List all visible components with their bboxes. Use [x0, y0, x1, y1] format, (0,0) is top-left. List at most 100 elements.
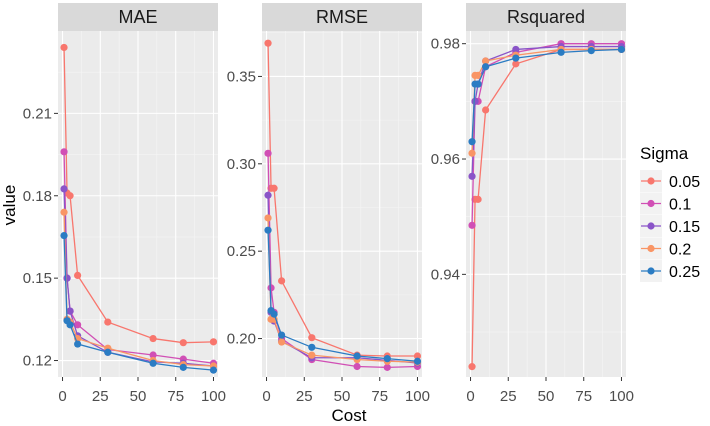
legend-item-0.15: 0.15 [640, 215, 700, 237]
data-point-0.05 [149, 334, 157, 343]
data-point-0.2 [308, 351, 316, 359]
legend-item-0.1: 0.1 [640, 192, 691, 215]
data-point-0.05 [468, 363, 476, 371]
x-tick-label: 25 [296, 388, 313, 405]
y-tick-label: 0.98 [431, 36, 460, 53]
data-point-0.25 [278, 331, 286, 339]
x-tick-label: 0 [58, 388, 66, 405]
data-point-0.05 [413, 352, 422, 360]
x-tick-label: 75 [575, 388, 592, 405]
data-point-0.05 [270, 184, 278, 192]
x-tick-label: 100 [201, 388, 226, 405]
data-point-0.25 [353, 352, 361, 360]
data-point-0.2 [474, 71, 482, 80]
data-point-0.25 [179, 363, 187, 371]
legend-item-0.2: 0.2 [640, 237, 691, 260]
legend-key-point [647, 267, 655, 275]
x-tick-label: 100 [609, 388, 634, 405]
data-point-0.05 [104, 318, 112, 326]
x-axis-title: Cost [332, 406, 367, 425]
legend-item-0.05: 0.05 [640, 170, 700, 192]
y-tick-label: 0.96 [431, 151, 460, 168]
data-point-0.05 [308, 334, 316, 342]
y-tick-label: 0.94 [431, 266, 460, 283]
data-point-0.25 [512, 54, 520, 62]
y-tick-label: 0.20 [227, 331, 256, 348]
data-point-0.05 [512, 60, 520, 68]
data-point-0.25 [149, 359, 157, 367]
x-tick-label: 25 [500, 388, 517, 405]
data-point-0.2 [278, 338, 286, 346]
y-tick-label: 0.30 [227, 156, 256, 173]
strip-label-mae: MAE [118, 7, 157, 27]
series-line-0.15 [63, 188, 214, 367]
data-point-0.2 [482, 57, 490, 65]
data-point-0.1 [60, 148, 68, 156]
facet-panels: MAE 0 25 50 75 100 0.12 0.15 0.18 0.21 RMSE 0 25 50 75… [23, 3, 634, 405]
strip-mae [58, 3, 218, 31]
legend-key-point [647, 177, 655, 185]
data-point-0.05 [278, 277, 286, 285]
y-tick-label: 0.21 [23, 105, 52, 122]
legend-item-0.25: 0.25 [640, 260, 700, 282]
panel-rmse: RMSE 0 25 50 75 100 0.20 0.25 0.30 0.35 [227, 3, 430, 405]
panel-mae: MAE 0 25 50 75 100 0.12 0.15 0.18 0.21 [23, 3, 226, 405]
data-point-0.05 [179, 339, 187, 347]
legend-key-point [647, 244, 655, 253]
data-point-0.05 [66, 192, 74, 200]
x-tick-label: 100 [405, 388, 430, 405]
data-point-0.15 [63, 274, 71, 282]
data-point-0.25 [74, 340, 82, 348]
data-point-0.05 [209, 338, 218, 346]
y-tick-label: 0.35 [227, 68, 256, 85]
legend-label: 0.05 [669, 174, 700, 191]
data-point-0.25 [474, 80, 482, 88]
data-point-0.25 [383, 355, 391, 363]
data-point-0.25 [482, 63, 490, 71]
y-axis-title: value [0, 185, 19, 226]
y-tick-label: 0.15 [23, 270, 52, 287]
data-point-0.1 [149, 351, 157, 359]
data-point-0.15 [66, 307, 74, 315]
data-point-0.15 [512, 45, 520, 54]
data-point-0.05 [264, 39, 272, 47]
data-point-0.25 [264, 226, 272, 234]
data-point-0.1 [74, 321, 82, 329]
legend-label: 0.25 [669, 264, 700, 281]
data-point-0.15 [471, 97, 479, 105]
legend-title: Sigma [640, 144, 689, 163]
data-point-0.25 [104, 348, 112, 356]
data-point-0.1 [353, 362, 361, 371]
legend-label: 0.1 [669, 197, 691, 214]
x-tick-label: 75 [371, 388, 388, 405]
data-point-0.05 [60, 43, 68, 52]
y-tick-label: 0.12 [23, 353, 52, 370]
strip-label-rsquared: Rsquared [507, 7, 585, 27]
y-tick-label: 0.25 [227, 243, 256, 260]
data-point-0.15 [264, 191, 272, 199]
panel-rsquared: Rsquared 0 25 50 75 100 0.94 0.96 0.98 [431, 3, 634, 405]
data-point-0.2 [264, 214, 272, 222]
x-tick-label: 50 [334, 388, 351, 405]
data-point-0.25 [209, 366, 218, 374]
data-point-0.2 [468, 149, 476, 157]
data-point-0.1 [468, 221, 476, 229]
data-point-0.15 [468, 172, 476, 180]
data-point-0.05 [482, 106, 490, 114]
x-tick-label: 50 [130, 388, 147, 405]
data-point-0.25 [557, 48, 565, 56]
data-point-0.1 [383, 363, 391, 371]
data-point-0.25 [60, 231, 68, 240]
data-point-0.25 [413, 357, 422, 365]
data-point-0.25 [587, 47, 595, 55]
x-tick-label: 25 [92, 388, 109, 405]
data-point-0.25 [270, 310, 278, 318]
y-tick-label: 0.18 [23, 188, 52, 205]
strip-rsquared [466, 3, 626, 31]
legend-key-point [647, 222, 655, 230]
legend: Sigma 0.05 0.1 0.15 0.2 0.25 [640, 144, 700, 282]
strip-label-rmse: RMSE [316, 7, 368, 27]
data-point-0.2 [60, 208, 68, 216]
legend-key-point [647, 199, 655, 208]
